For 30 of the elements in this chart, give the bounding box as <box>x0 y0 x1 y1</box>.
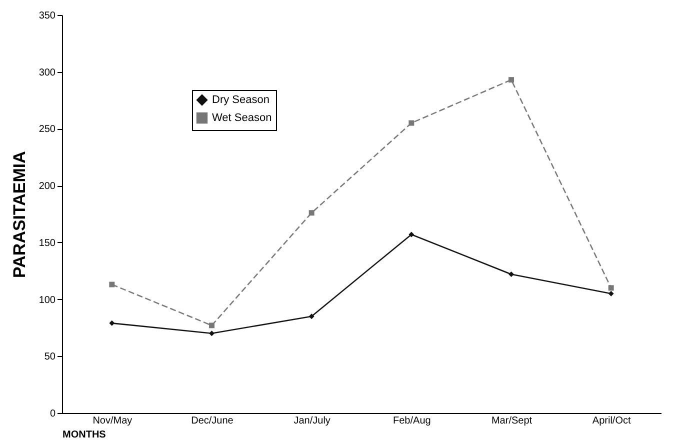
legend-label: Dry Season <box>212 94 270 106</box>
y-tick-label: 100 <box>38 294 56 306</box>
y-tick-label: 50 <box>44 352 56 363</box>
y-tick-label: 150 <box>38 238 56 249</box>
point <box>308 210 314 216</box>
y-axis-title: PARASITAEMIA <box>10 151 29 278</box>
y-tick-label: 200 <box>38 181 56 192</box>
y-tick-label: 250 <box>38 124 56 136</box>
point <box>109 282 115 288</box>
point <box>308 314 314 320</box>
x-tick-label: Jan/July <box>294 416 330 426</box>
point <box>109 320 115 326</box>
x-tick-label: April/Oct <box>592 416 631 426</box>
point <box>209 330 214 336</box>
legend-label: Wet Season <box>212 112 272 124</box>
point <box>408 120 414 126</box>
y-tick-label: 300 <box>38 67 56 78</box>
y-tick-label: 0 <box>50 408 56 420</box>
x-tick-label: Dec/June <box>191 416 234 426</box>
x-tick-label: Nov/May <box>92 416 132 426</box>
x-tick-label: Feb/Aug <box>393 416 431 426</box>
point <box>508 77 514 83</box>
x-tick-label: Mar/Sept <box>491 416 532 426</box>
point <box>608 285 614 291</box>
point <box>508 272 514 278</box>
point <box>408 232 414 238</box>
point <box>209 322 214 328</box>
x-axis-title: MONTHS <box>62 430 106 440</box>
y-tick-label: 350 <box>38 10 56 22</box>
point <box>608 290 614 296</box>
